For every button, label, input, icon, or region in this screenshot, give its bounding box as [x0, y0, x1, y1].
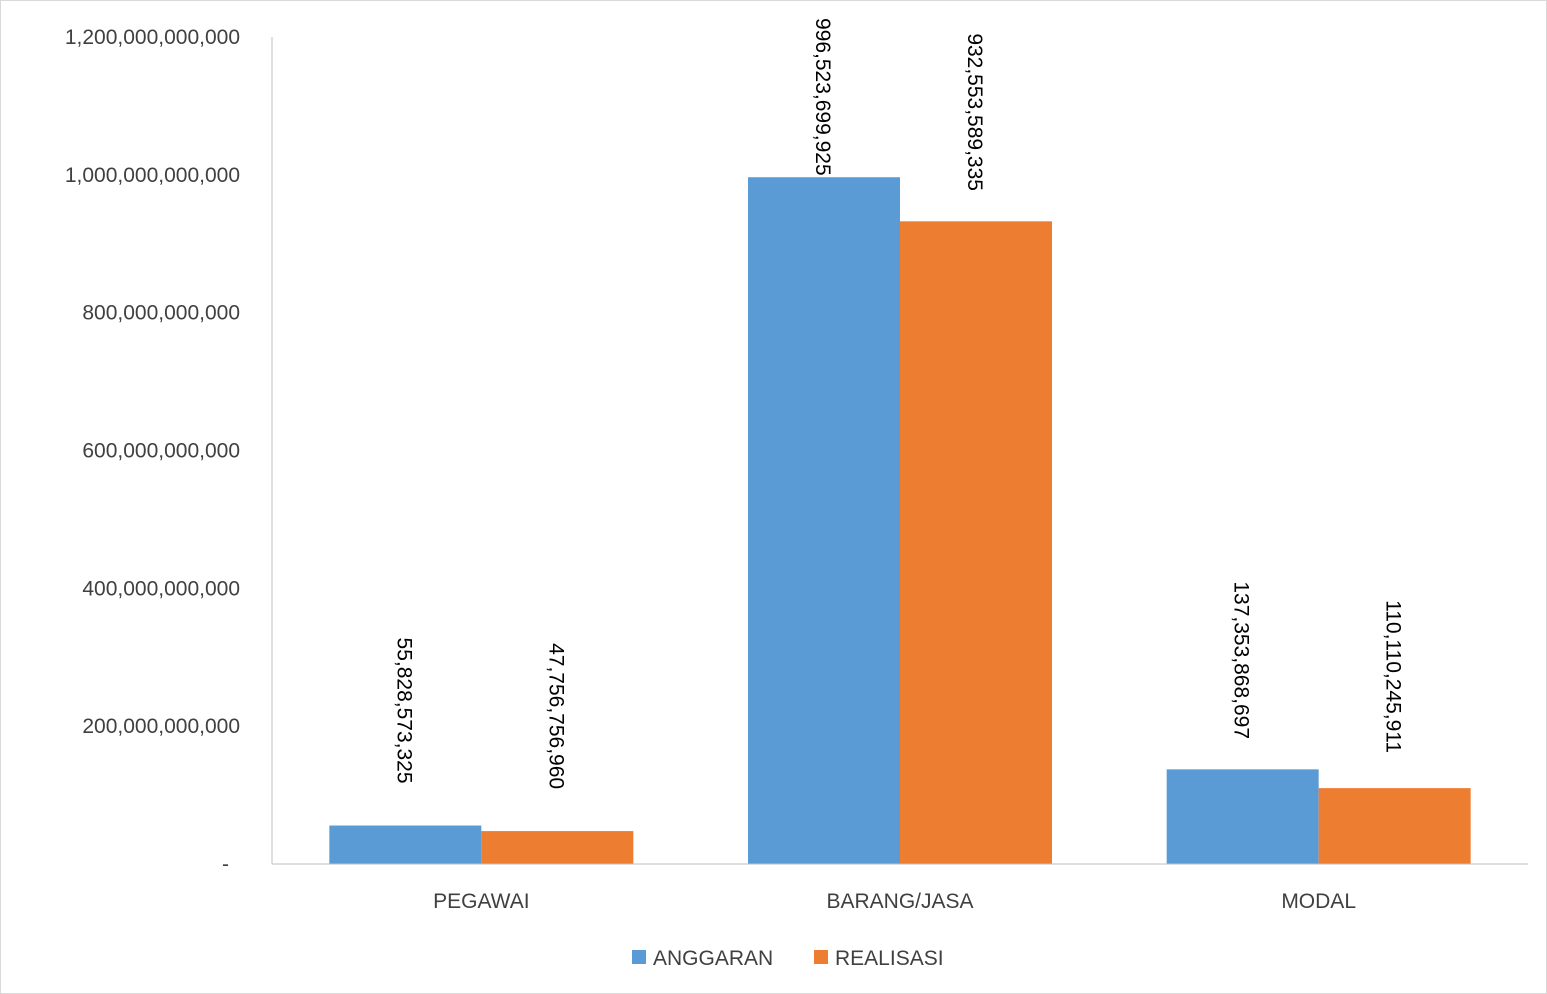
bars — [329, 177, 1471, 865]
legend-swatch — [814, 950, 828, 964]
legend-entry: REALISASI — [835, 947, 944, 970]
bar — [1166, 769, 1319, 864]
y-tick-label: 1,000,000,000,000 — [65, 164, 240, 187]
x-axis-labels: PEGAWAI BARANG/JASA MODAL — [433, 890, 1356, 913]
y-axis-ticks: - 200,000,000,000 400,000,000,000 600,000,0… — [65, 26, 240, 876]
data-label: 137,353,868,697 — [1230, 581, 1253, 739]
x-category-label: MODAL — [1281, 890, 1356, 913]
bar — [481, 831, 634, 864]
bar — [900, 221, 1052, 864]
y-tick-label: 1,200,000,000,000 — [65, 26, 240, 49]
legend-swatch — [632, 950, 646, 964]
bar — [1318, 788, 1471, 864]
data-label: 932,553,589,335 — [963, 33, 986, 191]
legend: ANGGARAN REALISASI — [632, 947, 944, 970]
bar — [329, 825, 482, 864]
bar — [748, 177, 900, 865]
x-category-label: PEGAWAI — [433, 890, 529, 913]
legend-entry: ANGGARAN — [653, 947, 773, 970]
data-label: 47,756,756,960 — [544, 643, 567, 789]
data-labels: 55,828,573,325 47,756,756,960 996,523,699,… — [392, 18, 1404, 789]
y-tick-label: - — [222, 853, 229, 876]
data-label: 996,523,699,925 — [811, 18, 834, 176]
y-tick-label: 800,000,000,000 — [82, 302, 240, 325]
data-label: 110,110,245,911 — [1382, 600, 1405, 753]
data-label: 55,828,573,325 — [392, 638, 415, 784]
y-tick-label: 200,000,000,000 — [82, 715, 240, 738]
y-tick-label: 600,000,000,000 — [82, 440, 240, 463]
x-category-label: BARANG/JASA — [826, 890, 973, 913]
y-tick-label: 400,000,000,000 — [82, 577, 240, 600]
